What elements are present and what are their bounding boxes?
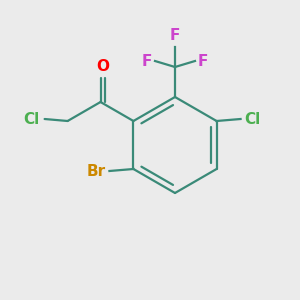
Text: F: F	[142, 53, 152, 68]
Text: F: F	[198, 53, 208, 68]
Text: Cl: Cl	[23, 112, 40, 127]
Text: Cl: Cl	[244, 112, 261, 127]
Text: F: F	[170, 28, 180, 43]
Text: Br: Br	[86, 164, 105, 178]
Text: O: O	[96, 59, 109, 74]
